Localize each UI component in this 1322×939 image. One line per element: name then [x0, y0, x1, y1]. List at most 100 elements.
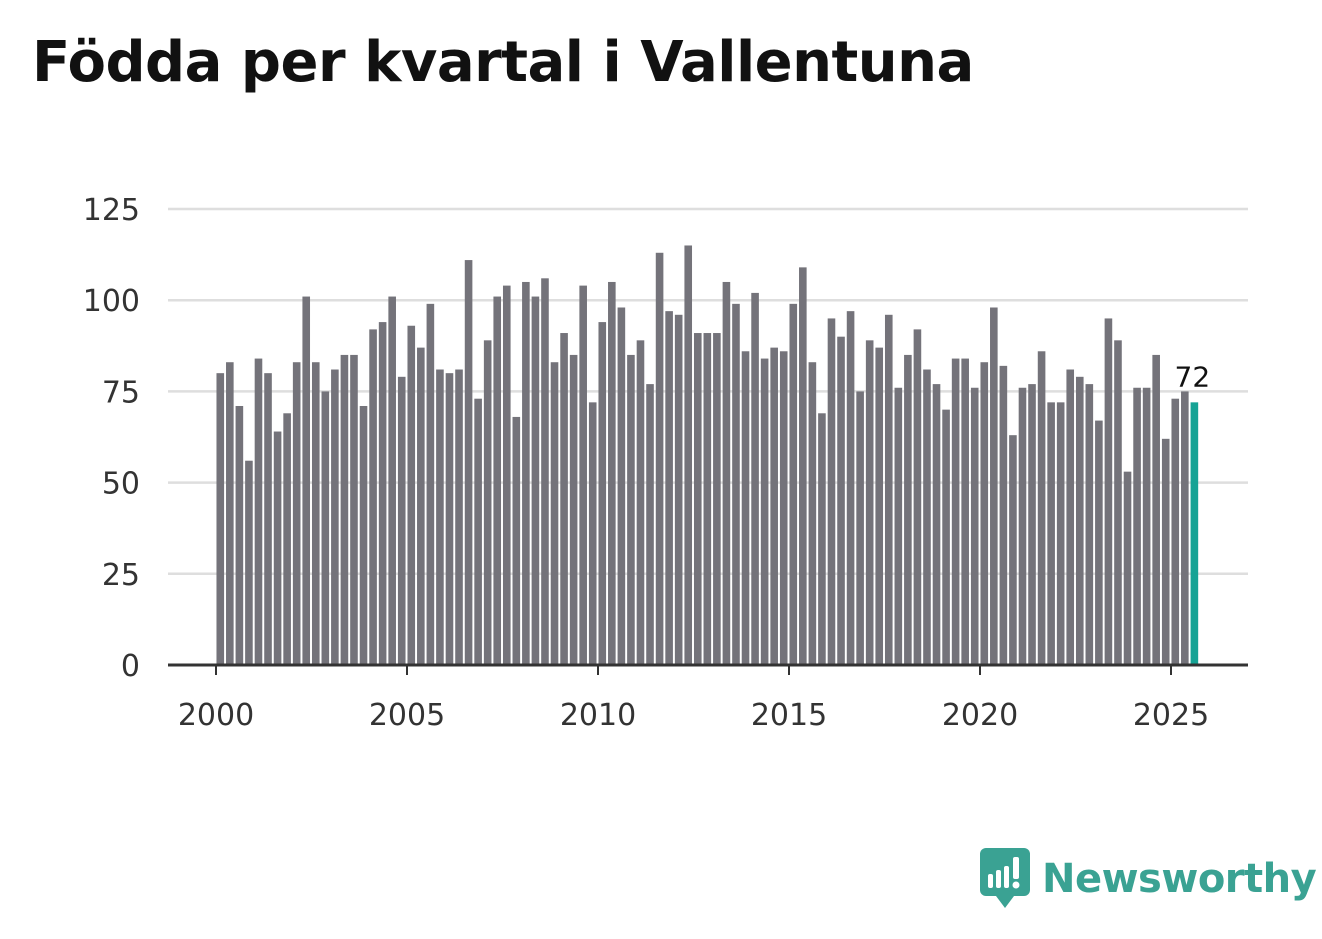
bar	[302, 296, 311, 665]
bar	[254, 358, 263, 665]
y-tick-label: 50	[102, 467, 140, 502]
y-tick-label: 25	[102, 558, 140, 593]
bar	[245, 460, 253, 665]
bar	[264, 373, 272, 665]
bar	[331, 369, 339, 665]
bar	[560, 333, 568, 665]
bar	[1190, 402, 1199, 665]
newsworthy-logo-icon	[980, 848, 1030, 908]
bar	[445, 373, 454, 665]
bar	[751, 292, 759, 665]
bar	[359, 405, 368, 665]
bar	[913, 329, 922, 665]
bar	[904, 354, 912, 665]
bar	[1085, 384, 1094, 665]
bar	[1075, 376, 1084, 665]
bar	[808, 362, 817, 665]
bar	[1123, 471, 1132, 665]
bar	[923, 369, 931, 665]
bar	[942, 409, 950, 665]
y-axis: 0 25 50 75 100 125	[83, 193, 140, 684]
bar	[522, 281, 530, 665]
bar	[407, 325, 416, 665]
bar	[932, 384, 941, 665]
y-tick-label: 100	[83, 284, 140, 319]
bar	[722, 281, 731, 665]
bar	[502, 285, 511, 665]
x-tick-label: 2025	[1133, 698, 1209, 733]
bar	[961, 358, 969, 665]
data-label-last: 72	[1175, 360, 1211, 393]
bar	[693, 333, 702, 665]
bar	[655, 252, 664, 665]
x-tick-label: 2020	[942, 698, 1018, 733]
bar	[550, 362, 559, 665]
bar	[350, 354, 358, 665]
y-tick-label: 125	[83, 193, 140, 228]
bar	[541, 278, 549, 665]
bar	[1066, 369, 1075, 665]
bar	[779, 351, 788, 665]
bar	[340, 354, 349, 665]
bar	[894, 387, 903, 665]
bar	[569, 354, 578, 665]
y-tick-label: 75	[102, 375, 140, 410]
bar	[1181, 391, 1189, 665]
bar	[856, 391, 864, 665]
bar	[999, 365, 1008, 665]
bar	[436, 369, 444, 665]
bar	[426, 303, 435, 665]
bar	[1133, 387, 1141, 665]
bar	[846, 311, 855, 665]
bar	[789, 303, 798, 665]
bar	[875, 347, 884, 665]
bar	[665, 311, 673, 665]
bar	[608, 281, 616, 665]
bar	[226, 362, 234, 665]
bar	[1142, 387, 1151, 665]
bar	[827, 318, 836, 665]
bar	[1028, 384, 1036, 665]
bar	[799, 267, 807, 665]
bar	[1018, 387, 1027, 665]
x-axis: 2000 2005 2010 2015 2020 2025	[168, 663, 1248, 733]
bar	[703, 333, 712, 665]
bar	[1047, 402, 1055, 665]
bar	[579, 285, 587, 665]
bars	[216, 245, 1199, 666]
bar	[474, 398, 482, 665]
bar	[235, 405, 244, 665]
x-tick-label: 2010	[560, 698, 636, 733]
bar	[493, 296, 502, 665]
x-tick-label: 2005	[369, 698, 445, 733]
bar	[1056, 402, 1065, 665]
bar	[588, 402, 597, 665]
bar	[646, 384, 654, 665]
bar	[1171, 398, 1180, 665]
x-tick-label: 2000	[178, 698, 254, 733]
data-labels: 72	[1175, 360, 1211, 393]
bar	[378, 322, 387, 665]
bar	[627, 354, 635, 665]
bar	[684, 245, 693, 666]
bar	[512, 416, 521, 665]
bar	[770, 347, 778, 665]
bar	[369, 329, 377, 665]
bar	[598, 322, 607, 665]
bar	[732, 303, 740, 665]
bar	[216, 373, 225, 665]
bar	[818, 413, 826, 665]
bar	[674, 314, 683, 665]
bar	[283, 413, 291, 665]
newsworthy-logo[interactable]: Newsworthy	[980, 848, 1317, 910]
bar	[311, 362, 320, 665]
bar	[713, 333, 721, 665]
bar	[483, 340, 492, 665]
bar	[273, 431, 282, 665]
bar	[531, 296, 540, 665]
bar	[1037, 351, 1046, 665]
bar	[388, 296, 396, 665]
bar	[1114, 340, 1122, 665]
bar	[865, 340, 874, 665]
